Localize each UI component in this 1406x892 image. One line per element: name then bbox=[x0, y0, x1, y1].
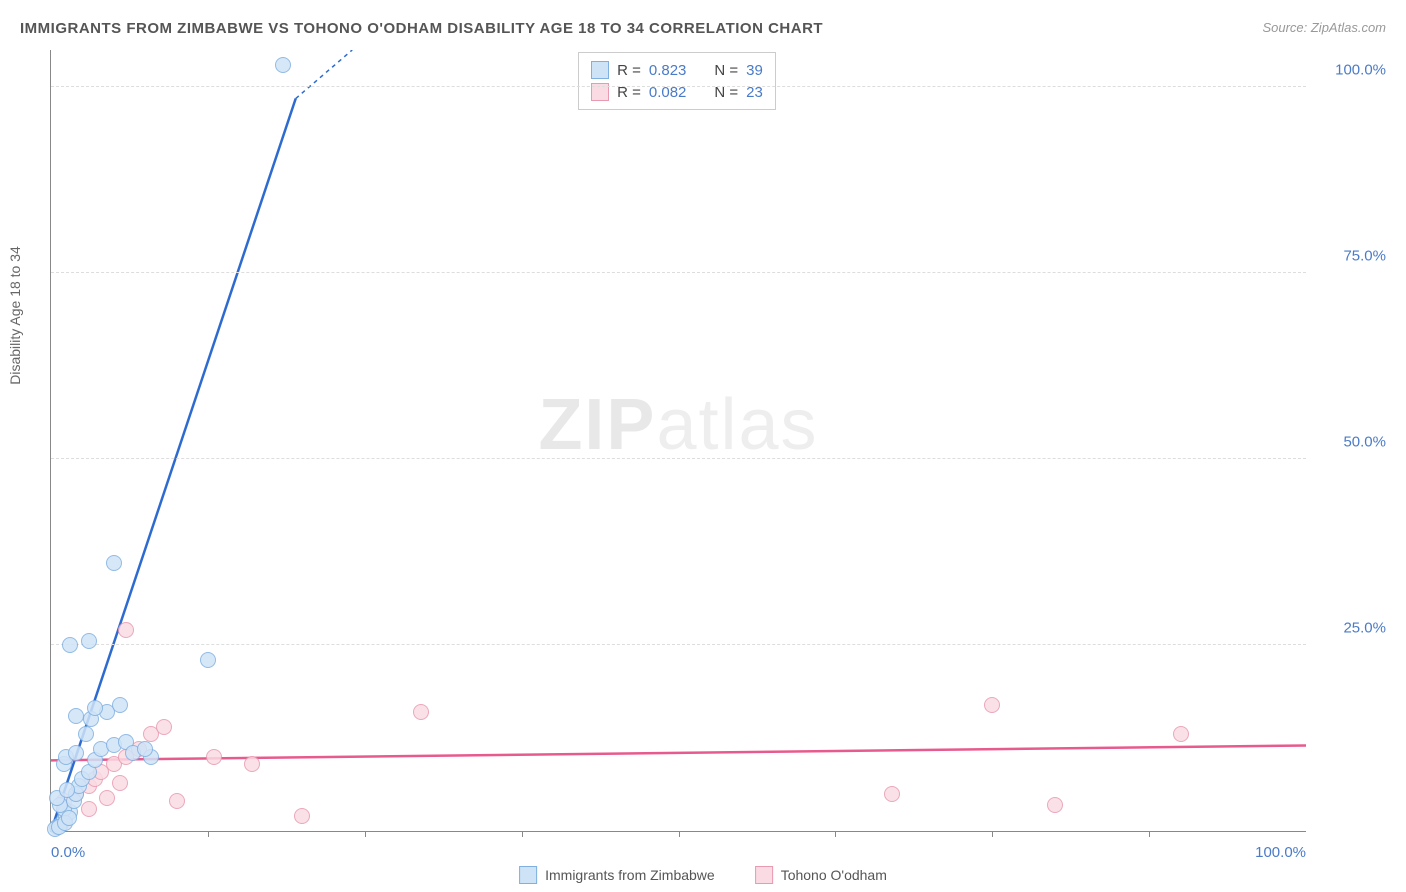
x-minor-tick bbox=[992, 831, 993, 837]
data-point bbox=[413, 704, 429, 720]
data-point bbox=[1173, 726, 1189, 742]
bottom-legend-label-1: Immigrants from Zimbabwe bbox=[545, 867, 715, 883]
x-tick-label: 0.0% bbox=[51, 844, 85, 861]
bottom-legend-swatch-1 bbox=[519, 866, 537, 884]
data-point bbox=[87, 700, 103, 716]
x-minor-tick bbox=[679, 831, 680, 837]
legend-r-value-1: 0.823 bbox=[649, 62, 687, 79]
data-point bbox=[200, 652, 216, 668]
source-label: Source: ZipAtlas.com bbox=[1262, 20, 1386, 35]
data-point bbox=[99, 790, 115, 806]
gridline-horizontal bbox=[51, 458, 1306, 459]
y-tick-label: 50.0% bbox=[1316, 434, 1386, 451]
x-minor-tick bbox=[835, 831, 836, 837]
legend-n-label: N = bbox=[714, 62, 738, 79]
data-point bbox=[169, 793, 185, 809]
bottom-legend-label-2: Tohono O'odham bbox=[781, 867, 887, 883]
data-point bbox=[68, 745, 84, 761]
y-tick-label: 100.0% bbox=[1316, 62, 1386, 79]
bottom-legend: Immigrants from Zimbabwe Tohono O'odham bbox=[519, 866, 887, 884]
chart-container: IMMIGRANTS FROM ZIMBABWE VS TOHONO O'ODH… bbox=[0, 0, 1406, 892]
bottom-legend-item-1: Immigrants from Zimbabwe bbox=[519, 866, 715, 884]
data-point bbox=[137, 741, 153, 757]
watermark-prefix: ZIP bbox=[538, 385, 656, 465]
legend-row-series-1: R = 0.823 N = 39 bbox=[591, 59, 763, 81]
data-point bbox=[206, 749, 222, 765]
data-point bbox=[112, 697, 128, 713]
gridline-horizontal bbox=[51, 86, 1306, 87]
legend-n-value-1: 39 bbox=[746, 62, 763, 79]
data-point bbox=[156, 719, 172, 735]
data-point bbox=[106, 555, 122, 571]
chart-title: IMMIGRANTS FROM ZIMBABWE VS TOHONO O'ODH… bbox=[20, 20, 823, 37]
bottom-legend-item-2: Tohono O'odham bbox=[755, 866, 887, 884]
x-minor-tick bbox=[522, 831, 523, 837]
plot-area: ZIPatlas R = 0.823 N = 39 R = 0.082 N = … bbox=[50, 50, 1306, 832]
x-minor-tick bbox=[208, 831, 209, 837]
legend-r-label: R = bbox=[617, 62, 641, 79]
gridline-horizontal bbox=[51, 644, 1306, 645]
data-point bbox=[61, 810, 77, 826]
data-point bbox=[884, 786, 900, 802]
data-point bbox=[81, 633, 97, 649]
watermark-suffix: atlas bbox=[656, 385, 818, 465]
correlation-legend: R = 0.823 N = 39 R = 0.082 N = 23 bbox=[578, 52, 776, 110]
bottom-legend-swatch-2 bbox=[755, 866, 773, 884]
data-point bbox=[294, 808, 310, 824]
data-point bbox=[68, 708, 84, 724]
y-tick-label: 25.0% bbox=[1316, 620, 1386, 637]
data-point bbox=[244, 756, 260, 772]
data-point bbox=[81, 801, 97, 817]
data-point bbox=[1047, 797, 1063, 813]
y-axis-label: Disability Age 18 to 34 bbox=[7, 246, 23, 385]
x-tick-label: 100.0% bbox=[1255, 844, 1306, 861]
data-point bbox=[984, 697, 1000, 713]
data-point bbox=[275, 57, 291, 73]
trend-lines-svg bbox=[51, 50, 1306, 831]
gridline-horizontal bbox=[51, 272, 1306, 273]
watermark: ZIPatlas bbox=[538, 384, 818, 466]
legend-swatch-series-1 bbox=[591, 61, 609, 79]
x-minor-tick bbox=[1149, 831, 1150, 837]
legend-row-series-2: R = 0.082 N = 23 bbox=[591, 81, 763, 103]
x-minor-tick bbox=[365, 831, 366, 837]
data-point bbox=[112, 775, 128, 791]
data-point bbox=[118, 622, 134, 638]
data-point bbox=[59, 782, 75, 798]
data-point bbox=[62, 637, 78, 653]
y-tick-label: 75.0% bbox=[1316, 248, 1386, 265]
data-point bbox=[78, 726, 94, 742]
